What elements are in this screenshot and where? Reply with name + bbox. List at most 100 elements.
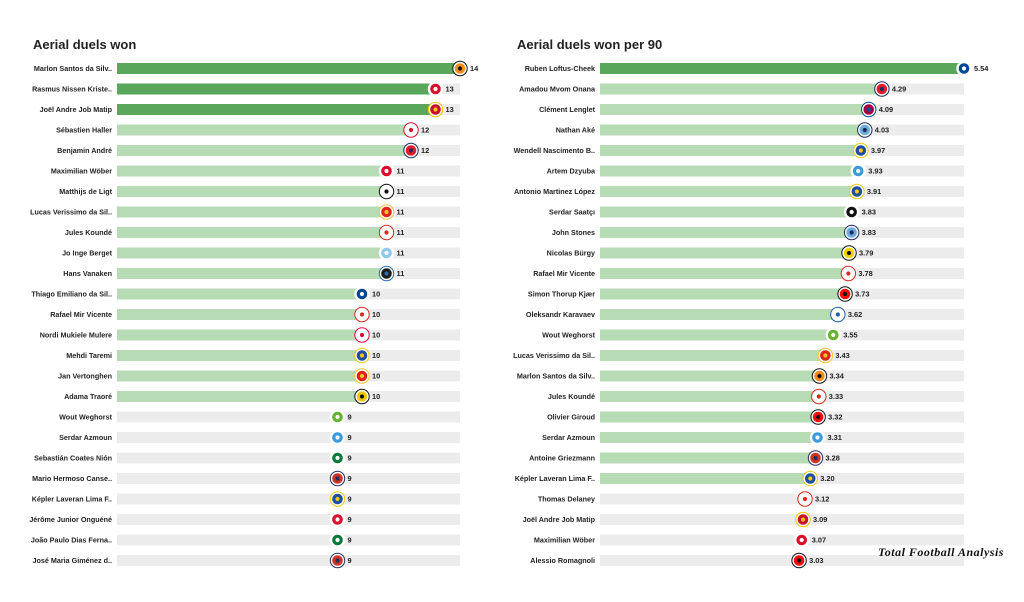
porto-badge-icon — [853, 142, 869, 159]
player-label: Matthijs de Ligt — [59, 187, 112, 196]
bar-row: Mehdi Taremi 10 — [66, 347, 460, 364]
value-label: 3.97 — [871, 146, 885, 155]
aerial-duels-won-chart: Aerial duels won Marlon Santos da Silv.. 1… — [0, 0, 510, 602]
value-label: 4.29 — [892, 85, 906, 94]
player-label: Joël Andre Job Matip — [523, 515, 596, 524]
player-label: Artem Dzyuba — [547, 167, 596, 176]
porto-badge-icon — [354, 347, 370, 364]
bar-row: Mario Hermoso Canse.. 9 — [32, 470, 460, 487]
zenit-badge-icon — [329, 429, 346, 446]
milan-badge-icon — [837, 286, 853, 302]
player-label: Sebastián Coates Nión — [34, 454, 112, 463]
bar — [600, 432, 818, 443]
value-label: 5.54 — [974, 64, 989, 73]
value-label: 3.09 — [813, 515, 827, 524]
wolfsburg-badge-icon — [329, 409, 346, 425]
value-label: 3.12 — [815, 495, 829, 504]
total-football-analysis-logo-icon: Total Football Analysis — [878, 545, 1004, 559]
player-label: Serdar Azmoun — [59, 433, 112, 442]
atletico-badge-icon — [807, 450, 824, 466]
bar — [117, 350, 362, 361]
value-label: 3.33 — [829, 392, 843, 401]
bar — [117, 514, 338, 525]
value-label: 10 — [372, 351, 380, 360]
bar — [117, 391, 362, 402]
player-label: Benjamin André — [57, 146, 112, 155]
bar-row: José Maria Giménez d.. 9 — [33, 552, 460, 569]
bar — [117, 247, 387, 259]
player-label: John Stones — [552, 228, 595, 237]
bar-row: Sébastien Haller 12 — [56, 122, 460, 138]
player-label: Olivier Giroud — [547, 413, 595, 422]
zenit-badge-icon — [809, 429, 826, 446]
value-label: 11 — [397, 167, 405, 176]
player-label: Mehdi Taremi — [66, 351, 112, 360]
value-label: 9 — [348, 413, 352, 422]
player-label: Thomas Delaney — [538, 495, 595, 504]
bar — [117, 493, 338, 505]
bar-row: Alessio Romagnoli 3.03 — [530, 552, 964, 569]
bar-row: Amadou Mvom Onana 4.29 — [519, 81, 964, 97]
bar-row: Ruben Loftus-Cheek 5.54 — [525, 60, 989, 77]
bar-row: Wout Weghorst 9 — [59, 409, 460, 425]
player-label: Adama Traoré — [64, 392, 112, 401]
player-label: Amadou Mvom Onana — [519, 85, 596, 94]
liverpool-badge-icon — [427, 101, 444, 118]
liverpool-badge-icon — [795, 511, 811, 528]
player-label: Serdar Saatçı — [549, 208, 595, 217]
atletico-badge-icon — [329, 470, 346, 487]
bar — [117, 329, 362, 341]
bar-row: Wout Weghorst 3.55 — [542, 327, 964, 343]
player-label: Thiago Emiliano da Sil.. — [31, 290, 112, 299]
value-label: 11 — [397, 269, 405, 278]
value-label: 9 — [348, 556, 352, 565]
ajax-badge-icon — [403, 122, 419, 138]
value-label: 3.31 — [827, 433, 841, 442]
bar — [600, 452, 816, 464]
bar — [600, 165, 859, 177]
value-label: 3.43 — [835, 351, 849, 360]
bar-row: Antoine Griezmann 3.28 — [529, 450, 964, 466]
value-label: 3.91 — [867, 187, 881, 196]
bar-row: Nathan Aké 4.03 — [556, 122, 964, 138]
player-label: Wout Weghorst — [59, 413, 112, 422]
young-boys-badge-icon — [841, 245, 857, 261]
bar — [117, 268, 387, 279]
man-city-badge-icon — [843, 224, 860, 241]
value-label: 10 — [372, 310, 380, 319]
chart-title: Aerial duels won per 90 — [517, 37, 662, 52]
zenit-badge-icon — [850, 163, 866, 179]
value-label: 10 — [372, 392, 380, 401]
porto-badge-icon — [849, 183, 865, 200]
sevilla-badge-icon — [797, 491, 813, 507]
bar — [117, 288, 362, 300]
bar — [117, 452, 338, 464]
porto-badge-icon — [329, 491, 346, 507]
value-label: 13 — [446, 105, 454, 114]
salzburg-badge-icon — [794, 532, 810, 548]
wolfsburg-badge-icon — [825, 327, 841, 343]
player-label: Képler Laveran Lima F.. — [515, 474, 595, 483]
player-label: Jérôme Junior Onguéné — [29, 515, 112, 524]
player-label: Alessio Romagnoli — [530, 556, 595, 565]
dynamo-kyiv-badge-icon — [830, 306, 846, 323]
bar — [117, 83, 436, 95]
milan-badge-icon — [791, 552, 807, 569]
value-label: 3.78 — [858, 269, 872, 278]
leipzig-badge-icon — [354, 327, 370, 343]
player-label: Képler Laveran Lima F.. — [32, 495, 112, 504]
value-label: 4.09 — [879, 105, 893, 114]
bar — [600, 534, 802, 546]
player-label: Jan Vertonghen — [58, 372, 112, 381]
bar-row: John Stones 3.83 — [552, 224, 964, 241]
bar — [600, 288, 846, 300]
value-label: 10 — [372, 331, 380, 340]
lille-badge-icon — [874, 81, 890, 97]
sporting-badge-icon — [329, 450, 346, 466]
milan-badge-icon — [810, 409, 826, 425]
value-label: 11 — [397, 208, 405, 217]
bar — [600, 268, 849, 279]
player-label: Marlon Santos da Silv.. — [34, 64, 112, 73]
salzburg-badge-icon — [427, 81, 444, 97]
value-label: 13 — [446, 85, 454, 94]
